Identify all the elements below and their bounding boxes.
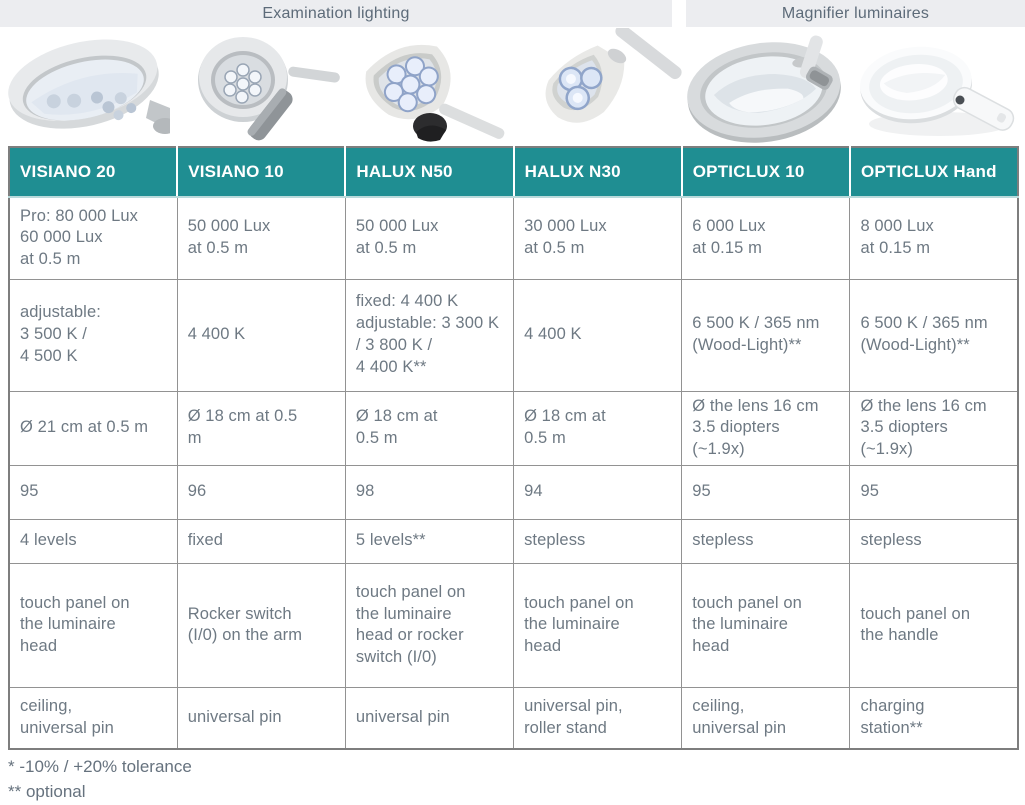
cell-mounting-halux-n50: universal pin [344, 686, 515, 750]
cell-illuminance-halux-n30: 30 000 Lux at 0.5 m [513, 196, 683, 280]
cell-mounting-visiano-10: universal pin [176, 686, 346, 750]
column-header-halux-n30: HALUX N30 [512, 147, 682, 198]
cell-dimming-opticlux-10: stepless [681, 518, 851, 564]
cell-illuminance-halux-n50: 50 000 Lux at 0.5 m [344, 196, 515, 280]
table-row-illuminance: Pro: 80 000 Lux 60 000 Lux at 0.5 m 50 0… [8, 196, 1019, 280]
cone-lamp-head-icon [365, 44, 505, 142]
product-photo-strip [0, 27, 1025, 146]
visiano-20-product-image [0, 27, 171, 146]
cell-kelvin-visiano-10: 4 400 K [176, 278, 346, 392]
table-header-row: VISIANO 20 VISIANO 10 HALUX N50 HALUX N3… [9, 147, 1019, 198]
table-row-light-field-diameter: Ø 21 cm at 0.5 m Ø 18 cm at 0.5 m Ø 18 c… [8, 390, 1019, 466]
cell-switch-visiano-10: Rocker switch (I/0) on the arm [176, 562, 346, 688]
footnote-optional: ** optional [8, 781, 86, 801]
table-row-switch: touch panel on the luminaire head Rocker… [8, 562, 1019, 688]
column-header-opticlux-10: OPTICLUX 10 [680, 147, 850, 198]
round-lamp-head-icon [198, 36, 341, 140]
cell-dimming-opticlux-hand: stepless [849, 518, 1019, 564]
category-label: Magnifier luminaires [781, 4, 930, 22]
cell-dimming-halux-n50: 5 levels** [344, 518, 515, 564]
cell-illuminance-opticlux-hand: 8 000 Lux at 0.15 m [849, 196, 1019, 280]
cone-lamp-head-icon [545, 27, 682, 123]
column-header-opticlux-hand: OPTICLUX Hand [848, 147, 1019, 198]
cell-cri-halux-n50: 98 [344, 464, 515, 520]
category-examination-lighting: Examination lighting [0, 0, 672, 27]
cell-illuminance-visiano-10: 50 000 Lux at 0.5 m [176, 196, 346, 280]
cell-diameter-halux-n30: Ø 18 cm at 0.5 m [513, 390, 683, 466]
cell-mounting-visiano-20: ceiling, universal pin [8, 686, 178, 750]
table-row-color-temperature: adjustable: 3 500 K / 4 500 K 4 400 K fi… [8, 278, 1019, 392]
column-header-visiano-10: VISIANO 10 [176, 147, 346, 198]
cell-diameter-halux-n50: Ø 18 cm at 0.5 m [344, 390, 515, 466]
halux-n30-product-image [512, 27, 683, 146]
cell-kelvin-halux-n30: 4 400 K [513, 278, 683, 392]
footnote-tolerance: * -10% / +20% tolerance [8, 757, 192, 777]
cell-dimming-halux-n30: stepless [513, 518, 683, 564]
cell-illuminance-visiano-20: Pro: 80 000 Lux 60 000 Lux at 0.5 m [8, 196, 178, 280]
cell-kelvin-opticlux-10: 6 500 K / 365 nm (Wood-Light)** [681, 278, 851, 392]
table-row-cri: 95 96 98 94 95 95 [8, 464, 1019, 520]
magnifier-lens-icon [686, 35, 841, 143]
cell-switch-opticlux-hand: touch panel on the handle [849, 562, 1019, 688]
cell-cri-halux-n30: 94 [513, 464, 683, 520]
hand-magnifier-icon [860, 46, 1015, 136]
cell-dimming-visiano-20: 4 levels [8, 518, 178, 564]
cell-diameter-visiano-20: Ø 21 cm at 0.5 m [8, 390, 178, 466]
cell-switch-halux-n30: touch panel on the luminaire head [513, 562, 683, 688]
column-header-halux-n50: HALUX N50 [344, 147, 514, 198]
cell-kelvin-opticlux-hand: 6 500 K / 365 nm (Wood-Light)** [849, 278, 1019, 392]
cell-switch-halux-n50: touch panel on the luminaire head or roc… [344, 562, 515, 688]
cell-switch-visiano-20: touch panel on the luminaire head [8, 562, 178, 688]
footnotes: * -10% / +20% tolerance ** optional [8, 755, 1025, 804]
table-row-dimming: 4 levels fixed 5 levels** stepless stepl… [8, 518, 1019, 564]
cell-cri-opticlux-10: 95 [681, 464, 851, 520]
category-bar-divider [672, 0, 686, 27]
cell-dimming-visiano-10: fixed [176, 518, 346, 564]
opticlux-10-product-image [683, 27, 854, 146]
table-row-mounting: ceiling, universal pin universal pin uni… [8, 686, 1019, 750]
category-label: Examination lighting [262, 4, 410, 22]
cell-mounting-opticlux-10: ceiling, universal pin [681, 686, 851, 750]
cell-switch-opticlux-10: touch panel on the luminaire head [681, 562, 851, 688]
category-magnifier-luminaires: Magnifier luminaires [686, 0, 1025, 27]
cell-diameter-opticlux-hand: Ø the lens 16 cm 3.5 diopters (~1.9x) [849, 390, 1019, 466]
category-bars: Examination lighting Magnifier luminaire… [0, 0, 1025, 27]
opticlux-hand-product-image [854, 27, 1025, 146]
cell-cri-visiano-20: 95 [8, 464, 178, 520]
cell-kelvin-halux-n50: fixed: 4 400 K adjustable: 3 300 K / 3 8… [344, 278, 515, 392]
lamp-head-angled-icon [8, 38, 171, 134]
halux-n50-product-image [342, 27, 513, 146]
column-header-visiano-20: VISIANO 20 [9, 147, 178, 198]
visiano-10-product-image [171, 27, 342, 146]
cell-cri-visiano-10: 96 [176, 464, 346, 520]
cell-diameter-visiano-10: Ø 18 cm at 0.5 m [176, 390, 346, 466]
cell-mounting-opticlux-hand: charging station** [849, 686, 1019, 750]
spec-comparison-table: VISIANO 20 VISIANO 10 HALUX N50 HALUX N3… [8, 146, 1020, 751]
cell-kelvin-visiano-20: adjustable: 3 500 K / 4 500 K [8, 278, 178, 392]
cell-cri-opticlux-hand: 95 [849, 464, 1019, 520]
cell-mounting-halux-n30: universal pin, roller stand [513, 686, 683, 750]
cell-illuminance-opticlux-10: 6 000 Lux at 0.15 m [681, 196, 851, 280]
cell-diameter-opticlux-10: Ø the lens 16 cm 3.5 diopters (~1.9x) [681, 390, 851, 466]
